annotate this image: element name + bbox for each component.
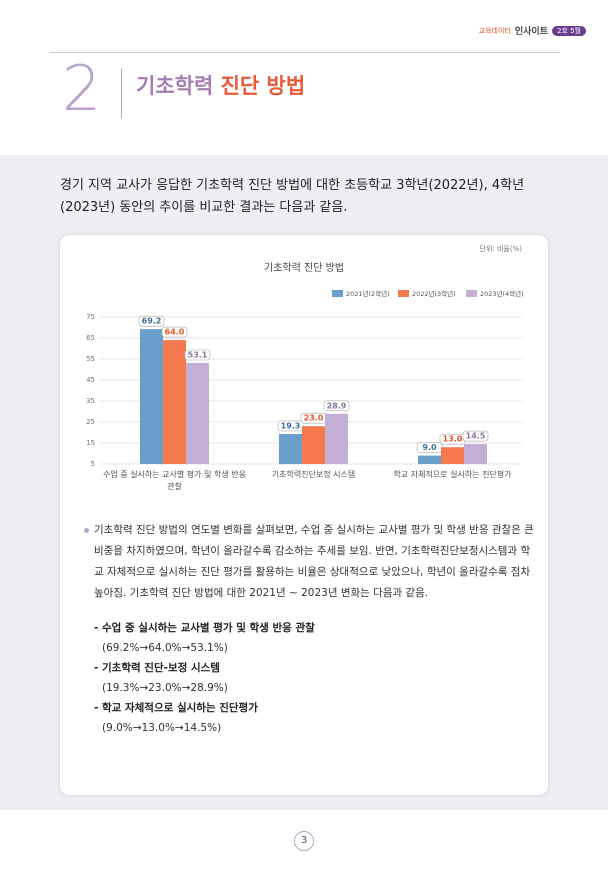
- value-label: 19.3: [281, 421, 301, 430]
- y-tick-label: 35: [86, 397, 95, 405]
- issue: 2호 5월: [551, 25, 586, 36]
- y-tick-label: 45: [86, 376, 95, 384]
- divider: [121, 68, 122, 118]
- bar: [441, 447, 464, 464]
- legend-label: 2023년(4학년): [480, 289, 524, 298]
- value-label: 13.0: [443, 435, 463, 444]
- x-label-box: 기초학력진단보정 시스템: [271, 470, 356, 479]
- legend-swatch: [398, 290, 409, 297]
- value-label: 64.0: [165, 328, 185, 337]
- item-title: - 기초학력 진단-보정 시스템: [94, 662, 220, 674]
- x-tick-label: 수업 중 실시하는 교사별 평가 및 학생 반응 관찰: [103, 470, 246, 491]
- value-label-box: [462, 430, 489, 442]
- bar: [279, 433, 302, 464]
- x-label-box: 학교 자체적으로 실시하는 진단평가: [393, 470, 512, 479]
- paragraph: 기초학력 진단 방법의 연도별 변화를 살펴보면, 수업 중 실시하는 교사별 …: [84, 520, 539, 604]
- section-title: 기초학력 진단 방법: [136, 70, 305, 100]
- section-number: 2: [62, 52, 102, 125]
- bar: [186, 362, 209, 464]
- item-detail: (19.3%→23.0%→28.9%): [102, 682, 228, 694]
- y-tick-label: 25: [86, 418, 95, 426]
- chart: 단위: 비율(%) 기초학력 진단 방법 5 15 25 35 45 55 65 75 2021…: [86, 244, 524, 491]
- brand-title: 인사이트: [514, 27, 548, 37]
- brand-label: 교육데이터: [478, 26, 511, 35]
- bar: [302, 426, 325, 464]
- legend-label: 2022년(3학년): [412, 289, 456, 298]
- value-label: 23.0: [304, 414, 324, 423]
- x-tick-label: 학교 자체적으로 실시하는 진단평가: [393, 470, 512, 479]
- item-list: - 수업 중 실시하는 교사별 평가 및 학생 반응 관찰 (69.2%→64.0…: [84, 618, 539, 738]
- value-label-box: [138, 315, 165, 327]
- value-label-box: [277, 420, 304, 432]
- item-title: - 학교 자체적으로 실시하는 진단평가: [94, 702, 258, 714]
- body: 기초학력 진단 방법의 연도별 변화를 살펴보면, 수업 중 실시하는 교사별 …: [84, 520, 539, 738]
- y-tick-label: 75: [86, 313, 95, 321]
- title-part: 기초학력: [136, 74, 214, 98]
- legend-swatch: [332, 290, 343, 297]
- y-tick-label: 55: [86, 355, 95, 363]
- x-label-box: 수업 중 실시하는 교사별 평가 및 학생 반응 관찰: [103, 470, 246, 491]
- value-label-box: [323, 400, 350, 412]
- bar: [140, 329, 163, 464]
- item-title: - 수업 중 실시하는 교사별 평가 및 학생 반응 관찰: [94, 622, 315, 634]
- legend-swatch: [466, 290, 477, 297]
- title-part: 진단 방법: [220, 74, 306, 98]
- unit: 단위: 비율(%): [480, 244, 523, 253]
- legend-label: 2021년(2학년): [346, 289, 390, 298]
- card: 단위: 비율(%) 기초학력 진단 방법 5 15 25 35 45 55 65 75 2021…: [60, 235, 548, 795]
- value-label-box: [161, 326, 188, 338]
- item-detail: (9.0%→13.0%→14.5%): [102, 722, 222, 734]
- y-tick-label: 5: [91, 460, 95, 468]
- y-tick-label: 15: [86, 439, 95, 447]
- bar: [325, 413, 348, 464]
- bar: [464, 444, 487, 464]
- value-label: 28.9: [327, 401, 347, 410]
- bar: [163, 340, 186, 464]
- rule: [50, 52, 560, 53]
- value-label: 69.2: [142, 317, 162, 326]
- item-detail: (69.2%→64.0%→53.1%): [102, 642, 228, 654]
- value-label: 9.0: [422, 443, 437, 452]
- brand: 교육데이터 인사이트 2호 5월: [479, 24, 586, 37]
- chart-title: 기초학력 진단 방법: [264, 262, 344, 274]
- page-number: 3: [294, 831, 314, 851]
- intro: 경기 지역 교사가 응답한 기초학력 진단 방법에 대한 초등학교 3학년(20…: [60, 178, 525, 215]
- value-label-box: [184, 349, 211, 361]
- value-label: 53.1: [188, 350, 208, 359]
- y-tick-label: 65: [86, 334, 95, 342]
- value-label: 14.5: [466, 432, 486, 441]
- x-tick-label: 기초학력진단보정 시스템: [271, 470, 356, 479]
- bar: [418, 455, 441, 464]
